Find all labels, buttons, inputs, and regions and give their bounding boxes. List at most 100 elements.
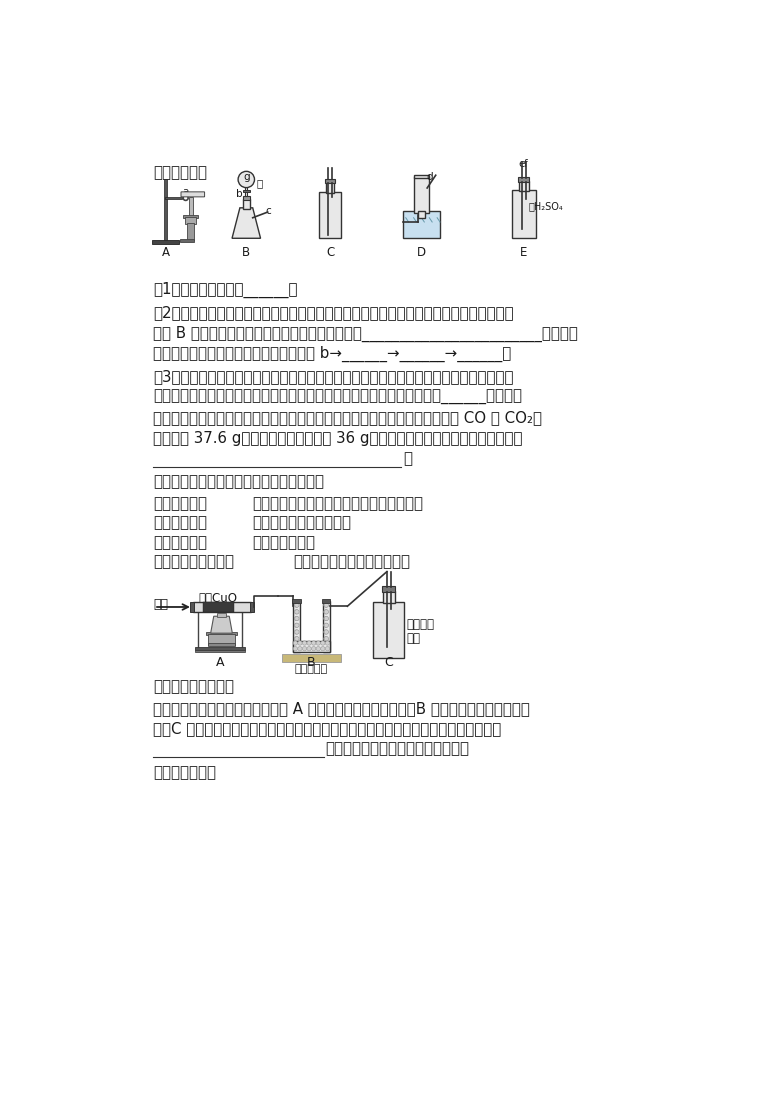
Bar — [203, 602, 234, 611]
Text: 。通过实验证明，甲烷具有还原性。: 。通过实验证明，甲烷具有还原性。 — [325, 741, 470, 757]
Text: c: c — [265, 206, 271, 216]
Bar — [206, 632, 237, 634]
Text: 总质量为 37.6 g，同时测得水的质量为 36 g，请根据数据写出该反应的化学方程式: 总质量为 37.6 g，同时测得水的质量为 36 g，请根据数据写出该反应的化学… — [154, 430, 523, 446]
Polygon shape — [232, 207, 261, 238]
Text: （3）甲烷是一种密度小于空气，难溶于水且具有可燃性的气体，实验室里也可利用上述装: （3）甲烷是一种密度小于空气，难溶于水且具有可燃性的气体，实验室里也可利用上述装 — [154, 370, 514, 385]
Text: 【反思与评价】: 【反思与评价】 — [154, 765, 216, 780]
Text: 无水硫酸铜遇水变成蓝色: 无水硫酸铜遇水变成蓝色 — [253, 515, 352, 531]
Circle shape — [324, 603, 328, 608]
Bar — [189, 197, 193, 217]
Circle shape — [324, 630, 328, 634]
Bar — [293, 601, 300, 652]
Circle shape — [293, 641, 297, 645]
Bar — [326, 182, 335, 193]
Bar — [187, 224, 194, 240]
Text: 【设计并进行实验】: 【设计并进行实验】 — [154, 554, 234, 569]
Text: 置通过加热无水醋酸钠和碱石灰固体混合物的方法来制取，则制取装置为______。某同学: 置通过加热无水醋酸钠和碱石灰固体混合物的方法来制取，则制取装置为______。某… — [154, 389, 523, 405]
Text: 气体: 气体 — [154, 598, 168, 611]
Bar — [180, 239, 194, 242]
Polygon shape — [211, 617, 232, 633]
Bar — [193, 601, 251, 612]
Circle shape — [325, 641, 330, 645]
Text: B: B — [307, 656, 316, 670]
Circle shape — [321, 641, 325, 645]
Text: 甲烷除了可燃性外，还具有什么化学性质？: 甲烷除了可燃性外，还具有什么化学性质？ — [253, 496, 424, 511]
Circle shape — [294, 623, 299, 628]
Circle shape — [311, 646, 316, 651]
Circle shape — [295, 630, 299, 634]
Text: 溶液: 溶液 — [406, 632, 420, 644]
Text: f: f — [524, 159, 528, 169]
Circle shape — [321, 646, 325, 651]
Circle shape — [303, 641, 307, 645]
Text: B: B — [243, 246, 250, 259]
Circle shape — [293, 646, 297, 651]
Circle shape — [294, 636, 299, 641]
Circle shape — [324, 610, 328, 614]
Circle shape — [316, 646, 321, 651]
Circle shape — [311, 641, 316, 645]
Text: 【实验现象与结论】: 【实验现象与结论】 — [154, 679, 234, 695]
Text: 利用 B 装置制取氧气时所发生反应的化学方程式为________________________，若要收: 利用 B 装置制取氧气时所发生反应的化学方程式为________________… — [154, 325, 578, 342]
Text: 甲: 甲 — [257, 178, 263, 189]
Text: D: D — [417, 246, 426, 259]
Text: 色，C 装置中氢氧化钙溶液变浑浊。根据现象写出甲烷与氧化铜发生反应的化学方程式: 色，C 装置中氢氧化钙溶液变浑浊。根据现象写出甲烷与氧化铜发生反应的化学方程式 — [154, 721, 502, 736]
Bar — [293, 641, 330, 652]
Bar — [282, 654, 341, 662]
Bar — [243, 195, 250, 200]
Circle shape — [295, 610, 299, 614]
Text: 【查阅资料】: 【查阅资料】 — [154, 515, 207, 531]
Bar — [414, 178, 428, 213]
Text: 【作出假设】: 【作出假设】 — [154, 535, 207, 549]
Circle shape — [238, 171, 254, 188]
Text: b: b — [236, 189, 243, 199]
Text: C: C — [385, 656, 393, 670]
Circle shape — [324, 617, 328, 621]
Bar — [243, 200, 250, 208]
Text: 足量CuO: 足量CuO — [199, 591, 238, 604]
Bar — [519, 181, 529, 191]
Bar — [403, 212, 440, 238]
Bar — [322, 599, 331, 602]
Circle shape — [295, 623, 299, 628]
Circle shape — [324, 623, 328, 628]
Bar — [243, 190, 250, 192]
Circle shape — [307, 646, 311, 651]
Text: （1）仪器甲的名称是______。: （1）仪器甲的名称是______。 — [154, 281, 298, 298]
Circle shape — [324, 623, 328, 628]
Text: a: a — [183, 186, 190, 196]
Bar — [183, 215, 198, 218]
Bar — [323, 601, 330, 652]
Bar — [195, 650, 245, 652]
Text: 集一瓶干燥的氧气，装置接口连接顺序为 b→______→______→______。: 集一瓶干燥的氧气，装置接口连接顺序为 b→______→______→_____… — [154, 346, 512, 362]
Text: 答下列问题：: 答下列问题： — [154, 164, 207, 180]
Circle shape — [324, 636, 328, 641]
Bar — [374, 602, 404, 657]
Bar — [152, 239, 179, 244]
Bar — [383, 591, 395, 603]
Text: 甲烷具有还原性: 甲烷具有还原性 — [253, 535, 315, 549]
FancyBboxPatch shape — [181, 192, 204, 196]
Bar — [250, 602, 254, 611]
Text: C: C — [326, 246, 334, 259]
Text: 该同学对甲烷的其他化学性质产生了兴趣：: 该同学对甲烷的其他化学性质产生了兴趣： — [154, 474, 324, 490]
Circle shape — [307, 641, 311, 645]
Circle shape — [298, 646, 302, 651]
Text: d: d — [427, 172, 433, 182]
Bar — [382, 586, 395, 591]
Bar — [325, 179, 335, 183]
Bar — [185, 217, 197, 224]
Circle shape — [298, 641, 302, 645]
Bar — [218, 613, 225, 617]
Circle shape — [295, 617, 299, 621]
Bar — [195, 647, 245, 650]
Bar — [246, 186, 247, 195]
Circle shape — [324, 603, 328, 608]
Text: 该同学按如图装置进行实验：: 该同学按如图装置进行实验： — [292, 554, 410, 569]
Text: e: e — [519, 159, 525, 169]
Circle shape — [324, 610, 328, 614]
Circle shape — [294, 617, 299, 621]
Circle shape — [295, 636, 299, 641]
Text: E: E — [520, 246, 527, 259]
Text: g: g — [243, 172, 250, 182]
